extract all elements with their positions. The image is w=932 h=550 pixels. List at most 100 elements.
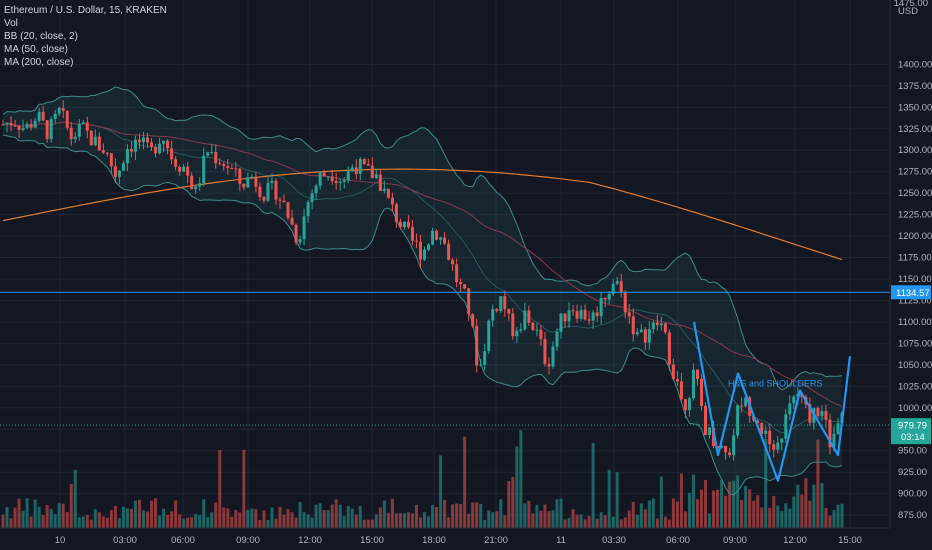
- volume-bar: [756, 495, 760, 528]
- candle-body: [230, 168, 234, 170]
- candle-body: [603, 298, 607, 300]
- candle-body: [89, 130, 93, 146]
- volume-bar: [704, 479, 708, 528]
- volume-bar: [800, 494, 804, 528]
- volume-bar: [49, 509, 53, 528]
- candle-body: [374, 174, 378, 179]
- volume-bar: [511, 476, 515, 528]
- volume-bar: [571, 509, 575, 528]
- volume-bar: [563, 519, 567, 528]
- volume-bar: [431, 504, 435, 528]
- candle-body: [712, 427, 716, 447]
- volume-bar: [69, 483, 73, 528]
- time-axis-bg: [0, 528, 932, 550]
- candle-body: [142, 137, 146, 143]
- volume-bar: [503, 515, 507, 528]
- candle-body: [214, 152, 218, 164]
- candle-body: [210, 152, 214, 154]
- indicator-bb[interactable]: BB (20, close, 2): [4, 31, 78, 42]
- volume-bar: [113, 505, 117, 528]
- volume-bar: [186, 517, 190, 528]
- volume-bar: [451, 504, 455, 528]
- candle-body: [9, 122, 13, 126]
- volume-bar: [788, 508, 792, 528]
- volume-bar: [1, 514, 5, 528]
- candle-body: [17, 125, 21, 130]
- candle-body: [133, 139, 137, 152]
- price-tick: 1325.00: [898, 124, 932, 135]
- price-tick: 1250.00: [898, 188, 932, 199]
- time-axis[interactable]: 10 03:00 06:00 09:00 12:00 15:00 18:00 21:00 11 0…: [0, 527, 932, 550]
- price-tick: 1275.00: [898, 167, 932, 178]
- indicator-ma200[interactable]: MA (200, close): [4, 57, 74, 68]
- volume-bar: [804, 478, 808, 528]
- volume-bar: [222, 507, 226, 528]
- volume-bar: [764, 438, 768, 528]
- candle-body: [234, 168, 238, 170]
- volume-bar: [627, 510, 631, 528]
- volume-bar: [330, 504, 334, 528]
- volume-bar: [270, 507, 274, 528]
- volume-bar: [691, 474, 695, 528]
- volume-bars: [1, 429, 844, 528]
- countdown-label: 03:14: [901, 432, 925, 443]
- candle-body: [414, 240, 418, 242]
- volume-bar: [615, 472, 619, 528]
- candle-body: [531, 322, 535, 330]
- candle-body: [535, 329, 539, 331]
- candle-body: [174, 159, 178, 167]
- price-tick: 950.00: [898, 446, 927, 457]
- volume-bar: [439, 455, 443, 528]
- price-tick: 1375.00: [898, 81, 932, 92]
- volume-bar: [708, 513, 712, 528]
- volume-bar: [294, 517, 298, 528]
- candle-body: [611, 283, 615, 294]
- candle-body: [350, 167, 354, 172]
- volume-bar: [587, 516, 591, 528]
- indicator-vol[interactable]: Vol: [4, 18, 18, 29]
- candle-body: [675, 378, 679, 382]
- volume-bar: [354, 514, 358, 528]
- price-tick: 1300.00: [898, 145, 932, 156]
- candle-body: [615, 281, 619, 284]
- candle-body: [623, 292, 627, 313]
- candle-body: [93, 136, 97, 146]
- candle-body: [242, 183, 246, 188]
- candle-body: [382, 188, 386, 191]
- candle-body: [663, 323, 667, 333]
- volume-bar: [736, 475, 740, 528]
- volume-bar: [142, 510, 146, 528]
- volume-bar: [33, 499, 37, 528]
- volume-bar: [366, 519, 370, 528]
- candle-body: [567, 310, 571, 322]
- candle-body: [671, 364, 675, 379]
- candle-body: [764, 430, 768, 434]
- volume-bar: [443, 499, 447, 528]
- time-tick: 18:00: [422, 535, 446, 546]
- chart-title[interactable]: Ethereum / U.S. Dollar, 15, KRAKEN: [4, 5, 167, 16]
- volume-bar: [314, 504, 318, 528]
- volume-bar: [527, 501, 531, 528]
- candle-body: [679, 381, 683, 400]
- candle-body: [354, 167, 358, 174]
- volume-bar: [607, 469, 611, 528]
- time-tick: 09:00: [236, 535, 260, 546]
- candle-body: [81, 122, 85, 125]
- volume-bar: [242, 449, 246, 528]
- price-tick: 1075.00: [898, 338, 932, 349]
- indicator-ma50[interactable]: MA (50, close): [4, 44, 68, 55]
- volume-bar: [724, 495, 728, 528]
- candle-body: [109, 153, 113, 167]
- time-tick: 03:30: [602, 535, 626, 546]
- candle-body: [13, 125, 17, 127]
- candle-body: [222, 164, 226, 167]
- candle-body: [776, 442, 780, 450]
- volume-bar: [543, 504, 547, 528]
- horizontal-price-line[interactable]: [0, 291, 890, 426]
- volume-bar: [334, 499, 338, 528]
- price-tick: 1225.00: [898, 210, 932, 221]
- candle-body: [631, 316, 635, 335]
- candle-body: [443, 237, 447, 244]
